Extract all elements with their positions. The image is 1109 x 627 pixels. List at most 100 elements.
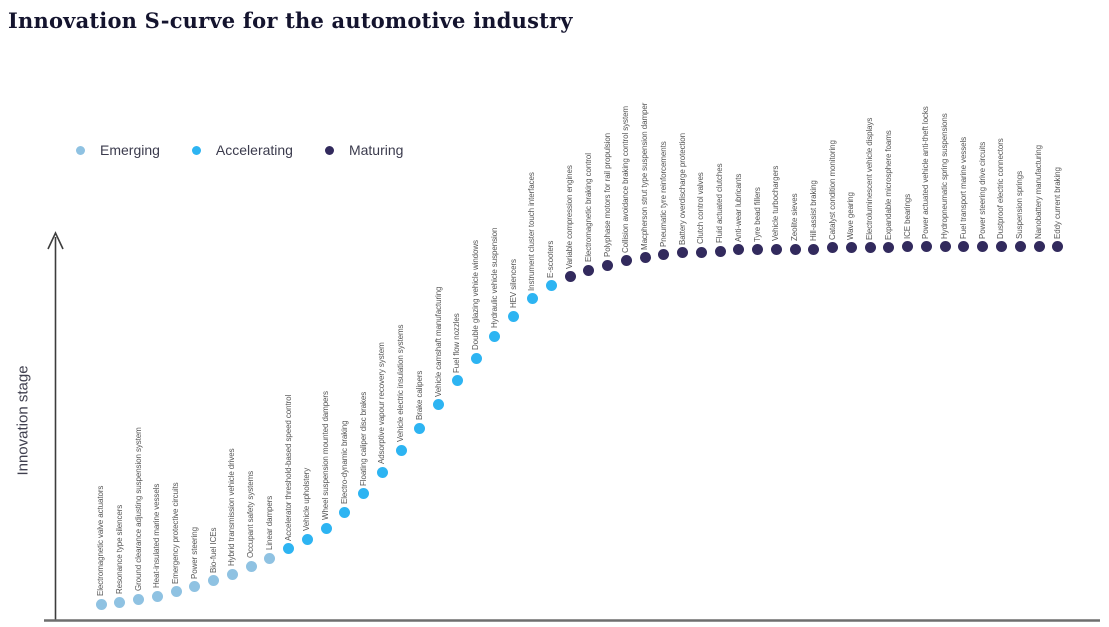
data-point-label: Occupant safety systems	[246, 470, 256, 559]
data-point-label: Polyphase motors for rail propulsion	[602, 133, 612, 258]
data-point	[620, 255, 632, 267]
data-point	[151, 590, 163, 602]
data-point-label: Power actuated vehicle anti-theft locks	[921, 106, 931, 239]
data-point	[902, 241, 914, 253]
data-point-label: Suspension springs	[1015, 170, 1025, 239]
page-title: Innovation S-curve for the automotive in…	[8, 8, 573, 33]
data-point	[226, 568, 238, 580]
data-point	[264, 552, 276, 564]
data-point	[489, 330, 501, 342]
legend: Emerging Accelerating Maturing	[76, 142, 403, 158]
data-point-label: Pneumatic tyre reinforcements	[658, 141, 668, 247]
data-point	[358, 488, 370, 500]
data-point-label: Instrument cluster touch interfaces	[527, 172, 537, 291]
data-point	[995, 241, 1007, 253]
data-point	[208, 575, 220, 587]
data-point-label: Hill-assist braking	[808, 180, 818, 242]
data-point	[545, 280, 557, 292]
data-point-label: Power steering	[189, 526, 199, 579]
data-point	[808, 243, 820, 255]
data-point	[714, 245, 726, 257]
data-point-label: Electromagnetic braking control	[583, 153, 593, 263]
data-point	[602, 259, 614, 271]
data-point-label: Tyre bead fillers	[752, 187, 762, 242]
legend-label-accelerating: Accelerating	[215, 142, 293, 158]
data-point	[1033, 241, 1045, 253]
data-point	[339, 506, 351, 518]
data-point	[883, 242, 895, 254]
data-point	[245, 560, 257, 572]
data-point-label: Vehicle turbochargers	[771, 165, 781, 242]
data-point-label: Resonance type silencers	[114, 504, 124, 595]
data-point	[770, 243, 782, 255]
data-point-label: Ground clearance adjusting suspension sy…	[133, 427, 143, 592]
data-point-label: Collision avoidance braking control syst…	[621, 105, 631, 253]
data-point-label: Vehicle electric insulation systems	[396, 324, 406, 443]
data-point-label: Brake calipers	[414, 370, 424, 421]
data-point-label: Battery overdischarge protection	[677, 132, 687, 245]
data-point	[395, 444, 407, 456]
data-point-label: Anti-wear lubricants	[733, 173, 743, 242]
data-point-label: Vehicle upholstery	[302, 467, 312, 532]
data-point	[114, 596, 126, 608]
maturing-dot-icon	[324, 145, 334, 155]
data-point	[451, 375, 463, 387]
data-point-label: Eddy current braking	[1052, 167, 1062, 239]
data-point	[827, 242, 839, 254]
data-point	[133, 593, 145, 605]
legend-label-emerging: Emerging	[100, 142, 160, 158]
legend-entry-maturing: Maturing	[324, 142, 404, 158]
data-point-label: Bio-fuel ICEs	[208, 527, 218, 573]
data-point-label: Fluid actuated clutches	[715, 163, 725, 244]
data-point-label: Emergency protective circuits	[171, 482, 181, 584]
data-point	[939, 241, 951, 253]
data-point-label: E-scooters	[546, 240, 556, 278]
data-point-label: Power steering drive circuits	[977, 141, 987, 239]
data-point-label: Hydraulic vehicle suspension	[489, 227, 499, 329]
data-point-label: Wave gearing	[846, 192, 856, 240]
data-point	[189, 581, 201, 593]
data-point	[95, 598, 107, 610]
data-point	[752, 244, 764, 256]
data-point	[170, 586, 182, 598]
legend-label-maturing: Maturing	[348, 142, 404, 158]
data-point-label: Fuel transport marine vessels	[958, 136, 968, 239]
data-point	[283, 543, 295, 555]
data-point	[920, 241, 932, 253]
data-point-label: Electromagnetic valve actuators	[96, 485, 105, 597]
data-point	[845, 242, 857, 254]
data-point-label: Hydropneumatic spring suspensions	[940, 113, 950, 239]
data-point-label: Adsorptive vapour recovery system	[377, 342, 387, 465]
data-point	[564, 271, 576, 283]
data-point-label: Zeolite sieves	[790, 193, 800, 242]
data-point-label: Linear dampers	[264, 495, 274, 551]
data-point-label: Electro-dynamic braking	[339, 420, 349, 505]
data-point-label: HEV silencers	[508, 259, 518, 308]
data-point	[526, 293, 538, 305]
data-point-label: Electroluminescent vehicle displays	[865, 117, 875, 240]
data-point-label: Double glazing vehicle windows	[471, 240, 481, 351]
data-point	[695, 246, 707, 258]
data-point-label: Wheel suspension mounted dampers	[321, 391, 331, 521]
data-point	[376, 466, 388, 478]
data-point-label: Macpherson strut type suspension damper	[640, 102, 650, 250]
data-point	[320, 522, 332, 534]
data-point	[583, 264, 595, 276]
emerging-dot-icon	[76, 145, 85, 155]
data-point-label: Clutch control valves	[696, 172, 706, 245]
data-point-label: Hybrid transmission vehicle drives	[227, 448, 237, 567]
accelerating-dot-icon	[191, 145, 201, 155]
legend-entry-accelerating: Accelerating	[191, 142, 293, 158]
data-point-label: ICE bearings	[902, 193, 912, 239]
data-point-label: Variable compression engines	[565, 165, 574, 269]
data-point	[639, 252, 651, 264]
data-point-label: Floating caliper disc brakes	[358, 391, 368, 486]
data-point	[677, 247, 689, 259]
data-point	[301, 533, 313, 545]
data-point	[733, 244, 745, 256]
data-point-label: Catalyst condition monitoring	[827, 140, 837, 240]
data-point	[433, 399, 445, 411]
data-point-label: Dustproof electric connectors	[996, 138, 1006, 239]
